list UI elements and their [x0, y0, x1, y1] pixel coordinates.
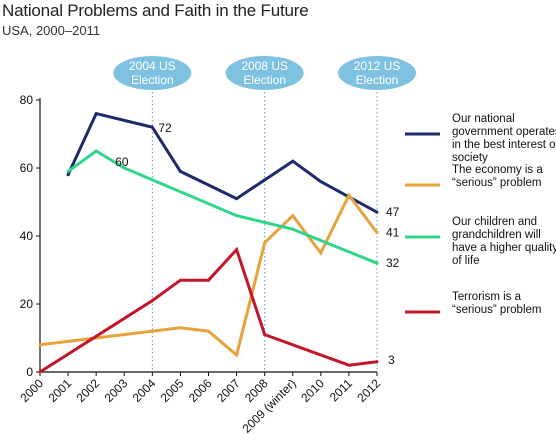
data-point-children-9	[291, 227, 295, 231]
data-point-terrorism-5	[178, 278, 182, 282]
data-point-government-1	[66, 173, 70, 177]
y-tick-label-60: 60	[20, 161, 34, 175]
x-tick-label-6: 2006	[186, 376, 215, 405]
y-tick-label-40: 40	[20, 229, 34, 243]
legend-label-children-2: have a higher quality	[452, 242, 556, 254]
x-tick-label-1: 2001	[45, 376, 74, 405]
data-point-government-2	[94, 112, 98, 116]
data-point-terrorism-0	[38, 370, 42, 374]
data-label-government-2012: 47	[386, 205, 400, 219]
data-point-children-12	[375, 261, 379, 265]
data-point-economy-7	[235, 353, 239, 357]
data-point-economy-11	[347, 193, 351, 197]
data-point-children-2	[94, 149, 98, 153]
x-tick-label-3: 2003	[102, 376, 131, 405]
data-point-economy-0	[38, 343, 42, 347]
legend-label-economy-1: “serious” problem	[452, 177, 541, 189]
data-point-terrorism-11	[347, 363, 351, 367]
x-tick-label-0: 2000	[17, 376, 46, 405]
election-label-2012-line2: Election	[356, 73, 399, 87]
x-tick-label-12: 2012	[354, 376, 383, 405]
x-tick-label-7: 2007	[214, 376, 243, 405]
x-tick-label-4: 2004	[130, 376, 159, 405]
election-label-2004-line2: Election	[131, 73, 174, 87]
legend-label-government-2: in the best interest of	[452, 139, 556, 151]
data-point-government-4	[150, 125, 154, 129]
chart-subtitle: USA, 2000–2011	[2, 23, 101, 38]
election-bubble-2004	[113, 56, 192, 90]
y-tick-label-20: 20	[20, 297, 34, 311]
series-line-terrorism	[39, 246, 378, 374]
x-tick-label-11: 2011	[327, 376, 355, 404]
data-point-government-12	[375, 210, 379, 214]
data-point-economy-8	[263, 241, 267, 245]
data-point-economy-12	[375, 231, 379, 235]
election-bubble-2008	[225, 56, 304, 90]
election-bubble-2012	[338, 56, 416, 90]
election-label-2008-line1: 2008 US	[241, 59, 288, 73]
data-point-terrorism-7	[235, 248, 239, 252]
election-label-2004-line1: 2004 US	[129, 59, 176, 73]
data-label-terrorism-2012: 3	[388, 353, 395, 367]
data-label-government-2004: 72	[158, 121, 172, 135]
legend-label-terrorism-1: “serious” problem	[452, 304, 541, 316]
x-tick-label-5: 2005	[158, 376, 187, 405]
x-tick-label-10: 2010	[298, 376, 327, 405]
series-line-children	[67, 149, 378, 265]
legend-label-government-0: Our national	[452, 113, 515, 125]
data-point-government-9	[291, 159, 295, 163]
legend-label-economy-0: The economy is a	[452, 164, 543, 176]
data-point-terrorism-8	[263, 333, 267, 337]
data-point-terrorism-4	[150, 299, 154, 303]
legend-label-children-1: grandchildren will	[452, 229, 541, 241]
data-point-economy-9	[291, 214, 295, 218]
series-line-government	[66, 111, 378, 214]
data-point-government-10	[319, 180, 323, 184]
data-label-economy-2012: 41	[386, 226, 400, 240]
legend-label-government-3: society	[452, 152, 488, 164]
y-tick-label-0: 0	[26, 365, 33, 379]
x-tick-label-2: 2002	[74, 376, 103, 405]
data-label-children-2012: 32	[386, 256, 400, 270]
legend-label-children-0: Our children and	[452, 216, 537, 228]
data-point-children-3	[122, 166, 126, 170]
chart-title: National Problems and Faith in the Futur…	[2, 1, 309, 20]
data-point-government-5	[178, 169, 182, 173]
data-point-children-7	[235, 214, 239, 218]
election-label-2008-line2: Election	[243, 73, 286, 87]
data-point-government-7	[235, 197, 239, 201]
data-point-economy-5	[178, 326, 182, 330]
legend-label-terrorism-0: Terrorism is a	[452, 291, 522, 303]
legend-label-government-1: government operates	[452, 126, 556, 138]
data-point-economy-10	[319, 251, 323, 255]
legend-label-children-3: of life	[452, 255, 480, 267]
data-label-children-2003: 60	[115, 155, 129, 169]
data-point-terrorism-6	[207, 278, 210, 282]
data-point-children-1	[66, 169, 70, 173]
data-point-economy-6	[207, 329, 210, 333]
election-label-2012-line1: 2012 US	[354, 59, 401, 73]
y-tick-label-80: 80	[20, 93, 34, 107]
data-point-terrorism-12	[375, 360, 379, 364]
